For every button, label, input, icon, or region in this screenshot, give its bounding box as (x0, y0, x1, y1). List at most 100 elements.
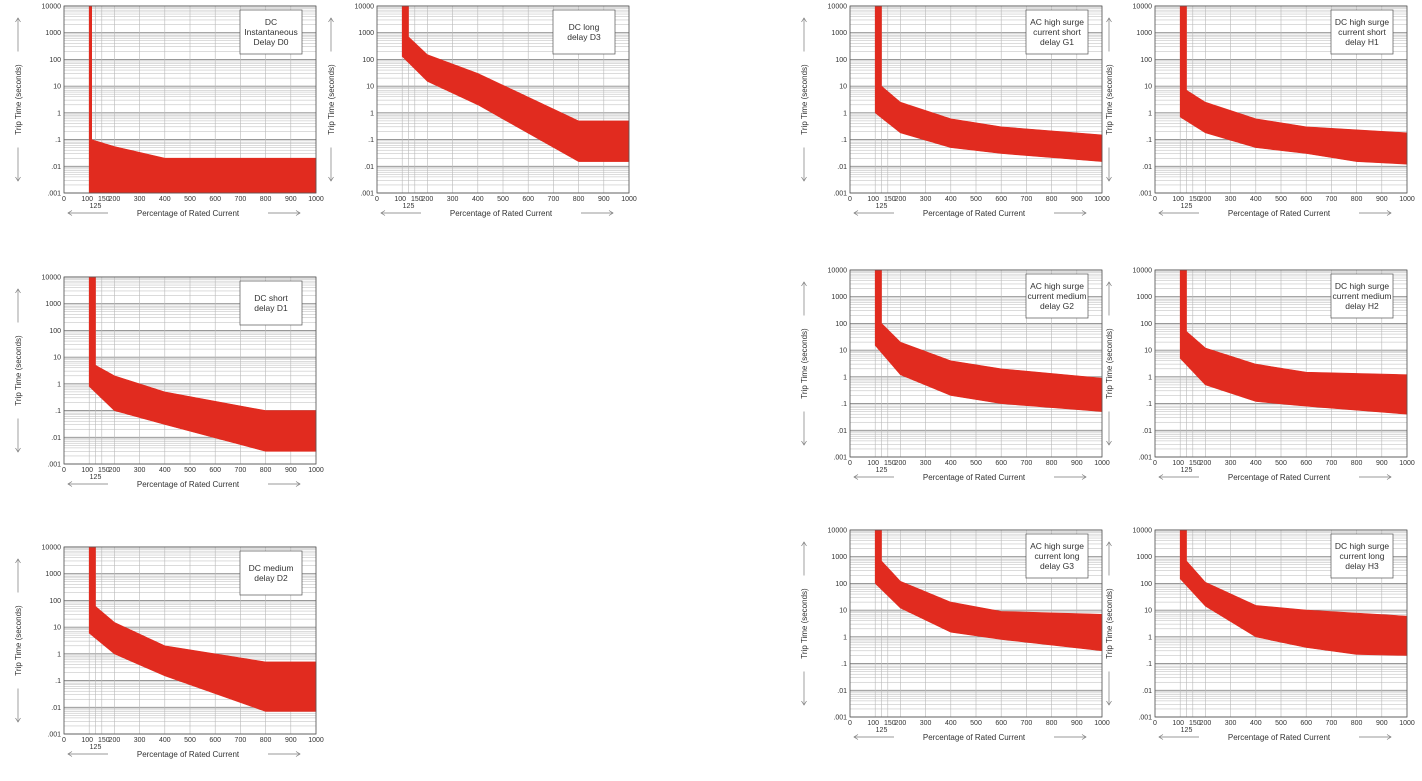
y-axis-label: Trip Time (seconds) (327, 64, 336, 135)
arrowhead-up (1106, 281, 1112, 287)
chart-title: DC high surge (1335, 541, 1390, 551)
x-tick-label: 700 (548, 196, 560, 203)
x-axis-arrow: Percentage of Rated Current (1158, 473, 1392, 482)
y-tick-label: 1000 (831, 294, 847, 301)
legend-frame (239, 550, 303, 596)
x-tick-label: 600 (995, 196, 1007, 203)
chart-title: delay G3 (1040, 561, 1074, 571)
x-tick-label: 500 (970, 720, 982, 727)
arrowhead-down (15, 176, 21, 182)
arrowhead-left (1158, 734, 1164, 740)
x-axis-arrow: Percentage of Rated Current (853, 209, 1087, 218)
x-tick-label: 300 (134, 467, 146, 474)
arrowhead-left (853, 734, 859, 740)
y-tick-label: .1 (1146, 401, 1152, 408)
x-tick-label: 300 (1225, 460, 1237, 467)
y-tick-label: 10000 (828, 528, 848, 535)
x-axis-label: Percentage of Rated Current (923, 733, 1026, 742)
y-axis-arrow: Trip Time (seconds) (14, 17, 23, 182)
chart-h3: .001 .01 .1 1 10 100 1000 10000 0 100 150 200 300 400… (1105, 528, 1419, 755)
y-axis-label: Trip Time (seconds) (800, 588, 809, 659)
x-axis-arrow: Percentage of Rated Current (67, 750, 301, 759)
x-tick-label: 200 (109, 196, 121, 203)
x-tick-label: 900 (598, 196, 610, 203)
x-tick-label: 800 (1351, 460, 1363, 467)
x-tick-label: 125 (876, 727, 888, 734)
arrowhead-up (801, 17, 807, 23)
y-axis-label: Trip Time (seconds) (1105, 64, 1114, 135)
x-tick-label: 700 (1326, 196, 1338, 203)
x-tick-label: 125 (1181, 467, 1193, 474)
x-tick-label: 600 (995, 460, 1007, 467)
plot-frame (63, 276, 317, 465)
y-tick-label: .1 (841, 401, 847, 408)
arrowhead-right (608, 210, 614, 216)
x-tick-label: 150 (98, 737, 110, 744)
y-tick-label: 10 (1144, 608, 1152, 615)
y-tick-label: 10000 (42, 4, 62, 11)
x-tick-label: 1000 (1399, 720, 1415, 727)
y-tick-label: 1000 (831, 30, 847, 37)
x-axis-label: Percentage of Rated Current (1228, 733, 1331, 742)
x-tick-label: 900 (1071, 720, 1083, 727)
chart-title: AC high surge (1030, 17, 1084, 27)
y-tick-label: 10 (53, 355, 61, 362)
chart-title: current medium (1332, 291, 1391, 301)
arrowhead-right (1386, 734, 1392, 740)
chart-title: DC high surge (1335, 17, 1390, 27)
y-tick-label: 10 (366, 84, 374, 91)
y-axis-arrow: Trip Time (seconds) (1105, 541, 1114, 706)
x-tick-label: 0 (62, 737, 66, 744)
x-tick-label: 600 (209, 196, 221, 203)
x-tick-label: 800 (573, 196, 585, 203)
y-tick-label: .001 (833, 715, 847, 722)
chart-d3: .001 .01 .1 1 10 100 1000 10000 0 100 150 200 300 400… (327, 4, 641, 231)
y-tick-label: .01 (1142, 428, 1152, 435)
x-tick-label: 300 (134, 196, 146, 203)
y-tick-label: 10 (839, 84, 847, 91)
x-tick-label: 600 (1300, 720, 1312, 727)
x-tick-label: 900 (285, 737, 297, 744)
legend-frame (239, 9, 303, 55)
chart-title: current short (1033, 27, 1081, 37)
x-tick-label: 800 (1351, 196, 1363, 203)
plot-frame (849, 529, 1103, 718)
x-tick-label: 200 (1200, 460, 1212, 467)
y-tick-label: 10000 (42, 545, 62, 552)
x-tick-label: 150 (98, 467, 110, 474)
x-tick-label: 700 (235, 196, 247, 203)
y-tick-label: 1000 (45, 30, 61, 37)
x-tick-label: 300 (1225, 196, 1237, 203)
y-tick-label: 1000 (1136, 30, 1152, 37)
legend-frame (1025, 273, 1089, 319)
y-tick-label: .01 (51, 164, 61, 171)
chart-title: AC high surge (1030, 541, 1084, 551)
y-tick-label: 10 (53, 84, 61, 91)
arrowhead-down (15, 717, 21, 723)
x-axis-arrow: Percentage of Rated Current (853, 473, 1087, 482)
arrowhead-right (1081, 210, 1087, 216)
x-tick-label: 800 (260, 196, 272, 203)
y-tick-label: .1 (55, 137, 61, 144)
plot-frame (63, 5, 317, 194)
chart-d0: .001 .01 .1 1 10 100 1000 10000 0 100 150 200 300 400… (14, 4, 328, 231)
y-tick-label: 10 (53, 625, 61, 632)
arrowhead-down (801, 700, 807, 706)
chart-title: DC long (569, 22, 600, 32)
chart-title: Delay D0 (254, 37, 289, 47)
y-tick-label: 1000 (45, 571, 61, 578)
legend-frame (1025, 9, 1089, 55)
x-tick-label: 125 (1181, 727, 1193, 734)
x-tick-label: 200 (422, 196, 434, 203)
x-tick-label: 500 (497, 196, 509, 203)
x-tick-label: 150 (411, 196, 423, 203)
arrowhead-down (1106, 176, 1112, 182)
plot-frame (376, 5, 630, 194)
legend-frame (552, 9, 616, 55)
x-tick-label: 1000 (621, 196, 637, 203)
x-tick-label: 100 (867, 720, 879, 727)
